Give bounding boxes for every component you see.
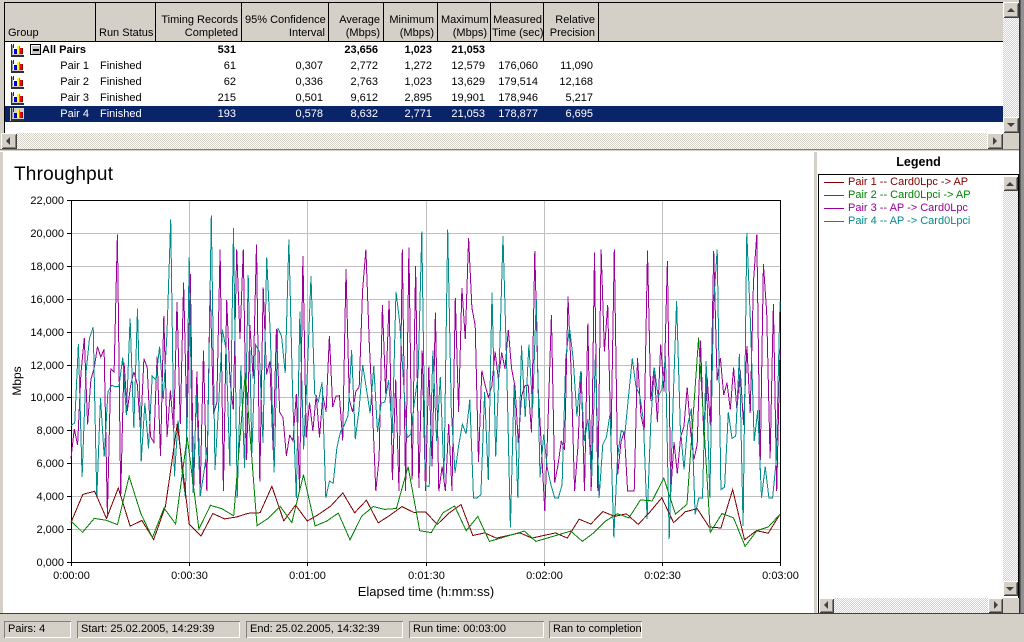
svg-text:0:03:00: 0:03:00 xyxy=(762,570,799,582)
svg-text:2,000: 2,000 xyxy=(36,524,64,536)
svg-text:4,000: 4,000 xyxy=(36,491,64,503)
svg-text:Elapsed time (h:mm:ss): Elapsed time (h:mm:ss) xyxy=(358,584,495,599)
svg-text:16,000: 16,000 xyxy=(30,294,64,306)
svg-text:0:02:00: 0:02:00 xyxy=(526,570,563,582)
svg-text:10,000: 10,000 xyxy=(30,392,64,404)
svg-text:0:00:30: 0:00:30 xyxy=(171,570,208,582)
svg-text:18,000: 18,000 xyxy=(30,261,64,273)
svg-text:0:00:00: 0:00:00 xyxy=(53,570,90,582)
svg-text:8,000: 8,000 xyxy=(36,425,64,437)
svg-text:0:01:00: 0:01:00 xyxy=(289,570,326,582)
svg-text:6,000: 6,000 xyxy=(36,458,64,470)
svg-text:Mbps: Mbps xyxy=(10,366,24,395)
svg-text:14,000: 14,000 xyxy=(30,327,64,339)
svg-text:0:02:30: 0:02:30 xyxy=(644,570,681,582)
svg-text:0:01:30: 0:01:30 xyxy=(408,570,445,582)
svg-text:20,000: 20,000 xyxy=(30,228,64,240)
svg-text:12,000: 12,000 xyxy=(30,360,64,372)
svg-text:0,000: 0,000 xyxy=(36,557,64,569)
svg-text:22,000: 22,000 xyxy=(30,195,64,207)
